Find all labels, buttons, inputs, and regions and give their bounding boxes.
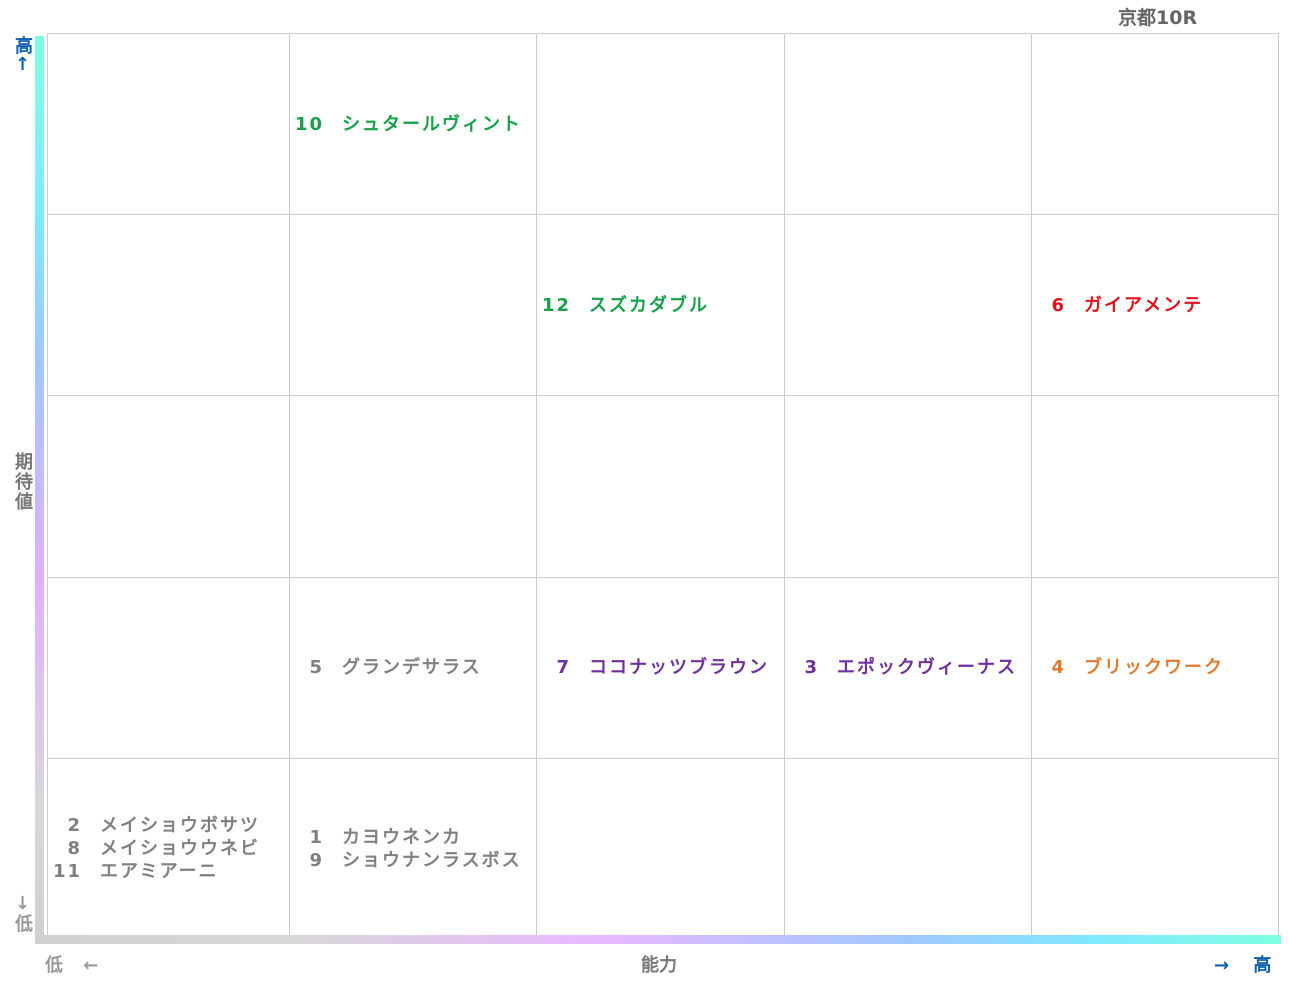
horse-entry: 6 ガイアメンテ	[1036, 294, 1279, 317]
cell: 1 カヨウネンカ 9 ショウナンラスボス	[289, 758, 536, 940]
cell	[784, 215, 1031, 397]
cell: 4 ブリックワーク	[1031, 577, 1279, 759]
horse-entry: 3 エポックヴィーナス	[789, 656, 1031, 679]
cell	[1031, 396, 1279, 578]
horse-entry: 5 グランデサラス	[294, 656, 536, 679]
horse-number: 12	[541, 294, 571, 316]
horse-name: スズカダブル	[589, 294, 709, 316]
cell: 3 エポックヴィーナス	[784, 577, 1031, 759]
horse-entry: 1 カヨウネンカ	[294, 826, 536, 849]
cell	[47, 34, 289, 216]
cell: 12 スズカダブル	[536, 215, 784, 397]
cell	[289, 215, 536, 397]
horse-number: 7	[556, 657, 571, 679]
horse-name: カヨウネンカ	[342, 826, 462, 848]
x-axis-label: 能力	[641, 955, 677, 976]
horse-entry: 10 シュタールヴィント	[294, 113, 536, 136]
cell	[47, 396, 289, 578]
cell	[784, 34, 1031, 216]
cell	[47, 577, 289, 759]
horse-entry: 8 メイショウウネビ	[52, 837, 289, 860]
horse-number: 6	[1051, 294, 1066, 316]
cell	[784, 758, 1031, 940]
x-axis-high: → 高	[1214, 955, 1272, 976]
cell	[1031, 758, 1279, 940]
horse-number: 9	[309, 849, 324, 871]
horse-name: シュタールヴィント	[342, 113, 522, 135]
horse-number: 11	[52, 861, 82, 883]
y-axis-label: 期待値	[12, 452, 33, 512]
cell	[536, 34, 784, 216]
horse-number: 8	[67, 838, 82, 860]
horse-number: 3	[804, 657, 819, 679]
cell: 10 シュタールヴィント	[289, 34, 536, 216]
horse-number: 5	[309, 657, 324, 679]
horse-name: メイショウボサツ	[100, 815, 260, 837]
horse-entry: 2 メイショウボサツ	[52, 814, 289, 837]
grid: 10 シュタールヴィント 12 スズカダブル 6 ガイアメンテ 5 グランデサラス 7 ココナッツ…	[47, 33, 1279, 940]
cell	[1031, 34, 1279, 216]
cell	[47, 215, 289, 397]
horse-name: エポックヴィーナス	[837, 657, 1017, 679]
cell	[784, 396, 1031, 578]
horse-entry: 7 ココナッツブラウン	[541, 656, 784, 679]
y-axis-low: ↓低	[12, 893, 33, 932]
y-axis-high: 高↑	[12, 36, 33, 75]
horse-name: グランデサラス	[342, 657, 482, 679]
cell	[536, 396, 784, 578]
horse-entry: 4 ブリックワーク	[1036, 656, 1279, 679]
cell	[536, 758, 784, 940]
horse-name: メイショウウネビ	[100, 838, 260, 860]
horse-name: ココナッツブラウン	[589, 657, 769, 679]
cell	[289, 396, 536, 578]
x-axis-low: 低 ←	[45, 955, 99, 976]
horse-name: ショウナンラスボス	[342, 849, 522, 871]
horse-number: 4	[1051, 657, 1066, 679]
cell: 5 グランデサラス	[289, 577, 536, 759]
horse-number: 1	[309, 826, 324, 848]
title: 京都10R	[1118, 7, 1198, 29]
cell: 2 メイショウボサツ 8 メイショウウネビ 11 エアミアーニ	[47, 758, 289, 940]
y-axis-bar	[35, 36, 44, 942]
horse-entry: 9 ショウナンラスボス	[294, 849, 536, 872]
cell: 6 ガイアメンテ	[1031, 215, 1279, 397]
horse-name: ガイアメンテ	[1084, 294, 1204, 316]
x-axis-bar	[35, 935, 1281, 944]
horse-number: 10	[294, 113, 324, 135]
horse-number: 2	[67, 815, 82, 837]
horse-name: エアミアーニ	[100, 861, 219, 883]
horse-name: ブリックワーク	[1084, 657, 1224, 679]
horse-entry: 12 スズカダブル	[541, 294, 784, 317]
cell: 7 ココナッツブラウン	[536, 577, 784, 759]
horse-entry: 11 エアミアーニ	[52, 860, 289, 883]
